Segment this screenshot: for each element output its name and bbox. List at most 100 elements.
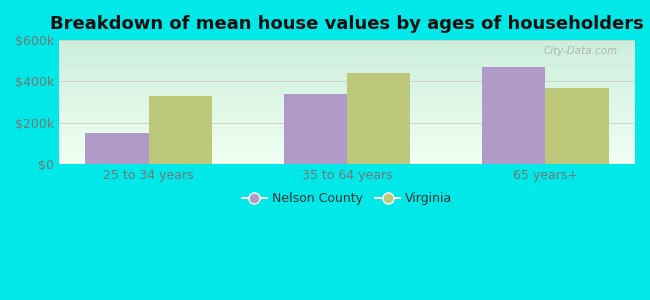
Bar xyxy=(59,132,635,133)
Bar xyxy=(59,81,635,82)
Bar xyxy=(59,121,635,122)
Bar xyxy=(59,152,635,153)
Bar xyxy=(59,57,635,58)
Bar xyxy=(283,94,347,164)
Bar xyxy=(59,136,635,137)
Bar xyxy=(59,69,635,70)
Bar xyxy=(59,71,635,72)
Bar xyxy=(59,86,635,87)
Bar xyxy=(59,49,635,50)
Bar xyxy=(59,160,635,161)
Bar xyxy=(482,67,545,164)
Bar xyxy=(59,89,635,90)
Bar xyxy=(59,45,635,46)
Bar xyxy=(59,83,635,84)
Bar xyxy=(59,112,635,113)
Bar xyxy=(59,142,635,143)
Bar xyxy=(59,77,635,78)
Bar xyxy=(59,154,635,155)
Bar xyxy=(59,129,635,130)
Bar xyxy=(59,70,635,71)
Bar xyxy=(59,82,635,83)
Bar xyxy=(59,158,635,159)
Bar xyxy=(59,134,635,135)
Bar xyxy=(59,68,635,69)
Bar xyxy=(59,88,635,89)
Bar xyxy=(59,40,635,41)
Bar xyxy=(59,159,635,160)
Bar xyxy=(59,128,635,129)
Bar xyxy=(59,63,635,64)
Bar xyxy=(59,66,635,67)
Bar xyxy=(59,151,635,152)
Bar xyxy=(59,60,635,61)
Bar xyxy=(59,108,635,109)
Bar xyxy=(59,47,635,48)
Bar xyxy=(59,92,635,93)
Bar xyxy=(59,99,635,100)
Bar xyxy=(59,43,635,44)
Bar xyxy=(59,111,635,112)
Bar xyxy=(59,114,635,115)
Bar xyxy=(59,98,635,99)
Bar xyxy=(59,116,635,117)
Bar xyxy=(59,157,635,158)
Bar xyxy=(59,162,635,163)
Bar xyxy=(59,94,635,95)
Bar xyxy=(59,48,635,49)
Bar xyxy=(59,155,635,156)
Bar xyxy=(59,117,635,118)
Bar xyxy=(59,113,635,114)
Bar xyxy=(59,84,635,85)
Bar xyxy=(59,141,635,142)
Bar xyxy=(59,80,635,81)
Bar xyxy=(59,148,635,149)
Bar xyxy=(59,74,635,75)
Bar xyxy=(59,58,635,59)
Bar xyxy=(59,52,635,53)
Bar xyxy=(59,150,635,151)
Bar xyxy=(59,131,635,132)
Bar xyxy=(59,56,635,57)
Bar xyxy=(59,140,635,141)
Bar xyxy=(59,107,635,108)
Bar xyxy=(59,78,635,79)
Bar xyxy=(59,139,635,140)
Bar xyxy=(59,44,635,45)
Bar xyxy=(59,105,635,106)
Bar xyxy=(59,100,635,101)
Bar xyxy=(59,144,635,145)
Bar xyxy=(59,161,635,162)
Bar xyxy=(59,95,635,96)
Bar xyxy=(59,125,635,126)
Bar xyxy=(59,53,635,54)
Bar xyxy=(59,93,635,94)
Bar xyxy=(59,64,635,65)
Bar xyxy=(59,149,635,150)
Bar xyxy=(59,55,635,56)
Bar xyxy=(59,118,635,119)
Legend: Nelson County, Virginia: Nelson County, Virginia xyxy=(237,187,458,210)
Bar xyxy=(59,46,635,47)
Bar xyxy=(59,85,635,86)
Bar xyxy=(59,97,635,98)
Bar xyxy=(59,103,635,104)
Bar xyxy=(59,96,635,97)
Bar xyxy=(59,138,635,139)
Text: City-Data.com: City-Data.com xyxy=(543,46,618,56)
Bar xyxy=(347,73,410,164)
Bar xyxy=(59,42,635,43)
Bar xyxy=(59,54,635,55)
Bar xyxy=(59,50,635,51)
Bar xyxy=(59,145,635,146)
Bar xyxy=(59,147,635,148)
Bar xyxy=(59,124,635,125)
Bar xyxy=(59,62,635,63)
Bar xyxy=(59,130,635,131)
Bar xyxy=(59,123,635,124)
Bar xyxy=(59,75,635,76)
Bar xyxy=(59,119,635,120)
Bar xyxy=(59,106,635,107)
Bar xyxy=(59,153,635,154)
Bar xyxy=(59,59,635,60)
